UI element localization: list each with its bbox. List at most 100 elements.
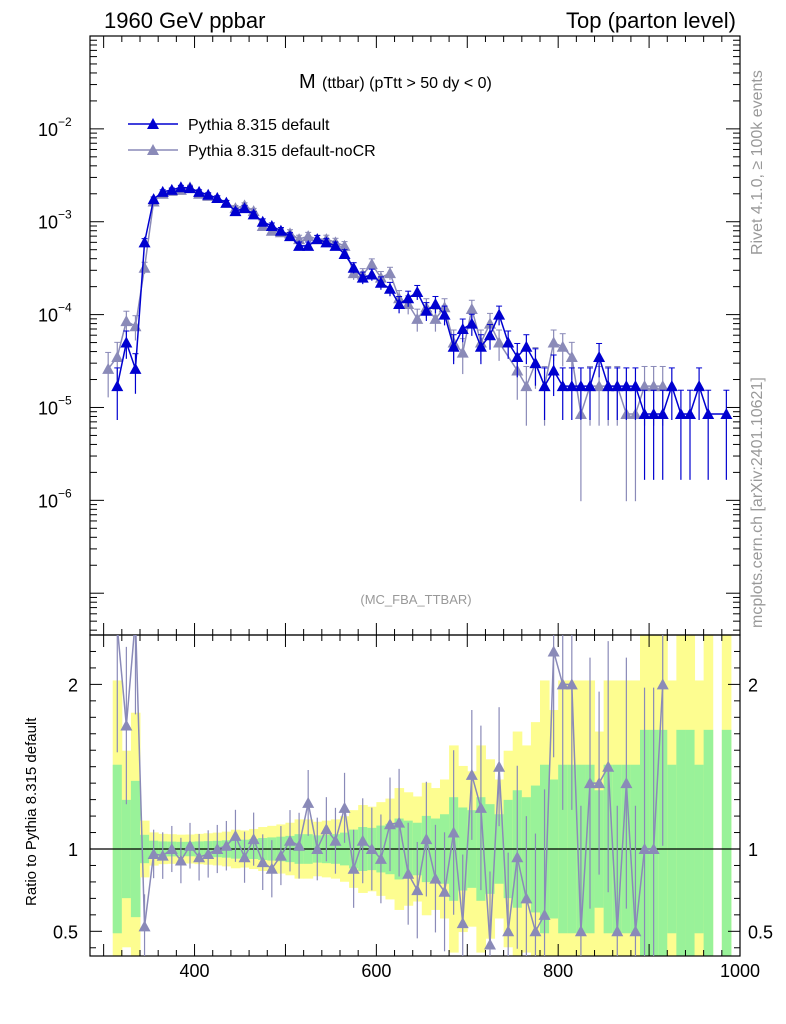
default-point <box>311 233 324 245</box>
default-point <box>174 181 187 193</box>
ratio-point <box>393 816 406 828</box>
ratio-point <box>429 872 442 884</box>
ratio-point <box>347 862 360 874</box>
y-tick-label-exponent: −2 <box>58 115 72 129</box>
ratio-point <box>338 801 351 813</box>
rivet-label: Rivet 4.1.0, ≥ 100k events <box>749 70 766 255</box>
noCR-point <box>102 362 115 374</box>
ratio-point <box>411 884 424 896</box>
ratio-point <box>284 834 296 846</box>
series-default <box>111 181 733 480</box>
ratio-point <box>611 925 624 937</box>
default-point <box>274 224 287 236</box>
mcplots-label: mcplots.cern.ch [arXiv:2401.10621] <box>749 377 766 628</box>
ratio-point <box>220 839 233 851</box>
default-point <box>211 192 224 204</box>
default-point <box>456 322 469 334</box>
ratio-point <box>293 839 306 851</box>
default-point <box>693 380 706 392</box>
legend-marker-noCR <box>147 144 159 155</box>
ratio-point <box>538 908 551 920</box>
ratio-point <box>311 843 324 854</box>
noCR-point <box>520 380 533 392</box>
ratio-point <box>211 843 224 854</box>
ratio-y-tick-label-left: 0.5 <box>53 922 78 942</box>
y-tick-label-base: 10 <box>38 491 58 511</box>
y-tick-label-exponent: −4 <box>58 301 72 315</box>
ratio-point <box>274 849 287 861</box>
ratio-point <box>229 829 242 841</box>
ratio-point <box>656 678 669 690</box>
default-point <box>447 340 460 352</box>
default-point <box>111 380 124 392</box>
default-point <box>638 408 651 420</box>
ratio-point <box>184 839 196 851</box>
default-point <box>138 236 151 248</box>
ratio-point <box>265 862 278 874</box>
ratio-y-tick-label-right: 0.5 <box>748 922 773 942</box>
ratio-point <box>502 925 515 937</box>
default-point <box>593 350 606 362</box>
x-tick-label: 600 <box>361 961 391 981</box>
axis-ticks <box>90 35 741 956</box>
noCR-point <box>111 350 124 362</box>
default-point <box>402 292 415 304</box>
ratio-point <box>320 823 333 835</box>
default-point <box>684 408 696 420</box>
default-point <box>611 380 624 392</box>
legend-marker-default <box>147 118 159 129</box>
legend-entry-default: Pythia 8.315 default <box>188 117 330 134</box>
noCR-point <box>556 340 569 352</box>
default-point <box>184 182 196 194</box>
default-point <box>502 336 515 348</box>
ratio-point <box>584 777 596 789</box>
default-point <box>520 340 533 352</box>
ratio-point <box>365 843 378 854</box>
ratio-series-noCR <box>116 635 669 956</box>
default-point <box>156 185 169 197</box>
ratio-point <box>193 851 206 863</box>
default-point <box>329 239 342 251</box>
ratio-point <box>202 847 215 859</box>
ratio-y-tick-label-left: 2 <box>68 675 78 695</box>
default-point <box>293 239 306 251</box>
y-tick-label-exponent: −3 <box>58 208 72 222</box>
ratio-point <box>256 856 269 868</box>
default-point <box>220 196 233 208</box>
ratio-point <box>447 826 460 838</box>
default-point <box>420 304 433 316</box>
default-point <box>365 268 378 280</box>
default-point <box>529 357 542 369</box>
x-tick-label: 1000 <box>720 961 760 981</box>
default-point <box>265 219 278 231</box>
default-point <box>384 282 396 294</box>
y-tick-label-base: 10 <box>38 398 58 418</box>
ratio-point <box>329 834 342 846</box>
y-tick-label-base: 10 <box>38 213 58 233</box>
noCR-point <box>493 336 506 348</box>
default-point <box>147 193 160 205</box>
default-point <box>165 183 178 195</box>
ratio-point <box>602 760 615 772</box>
default-point <box>602 380 615 392</box>
ratio-point <box>547 645 560 657</box>
ratio-point <box>420 833 433 845</box>
ratio-point <box>511 851 524 863</box>
noCR-line <box>107 186 663 415</box>
ratio-y-tick-label-left: 1 <box>68 840 78 860</box>
default-point <box>374 276 387 288</box>
ratio-y-tick-label-right: 1 <box>748 840 758 860</box>
default-point <box>556 380 569 392</box>
ratio-point <box>402 867 415 879</box>
default-point <box>665 380 678 392</box>
default-point <box>356 271 369 283</box>
ratio-point <box>374 852 387 864</box>
default-point <box>484 329 496 341</box>
y-tick-label-exponent: −6 <box>58 486 72 500</box>
ratio-point <box>647 843 660 854</box>
default-point <box>429 298 442 310</box>
noCR-point <box>429 312 442 324</box>
ratio-point <box>238 851 251 863</box>
